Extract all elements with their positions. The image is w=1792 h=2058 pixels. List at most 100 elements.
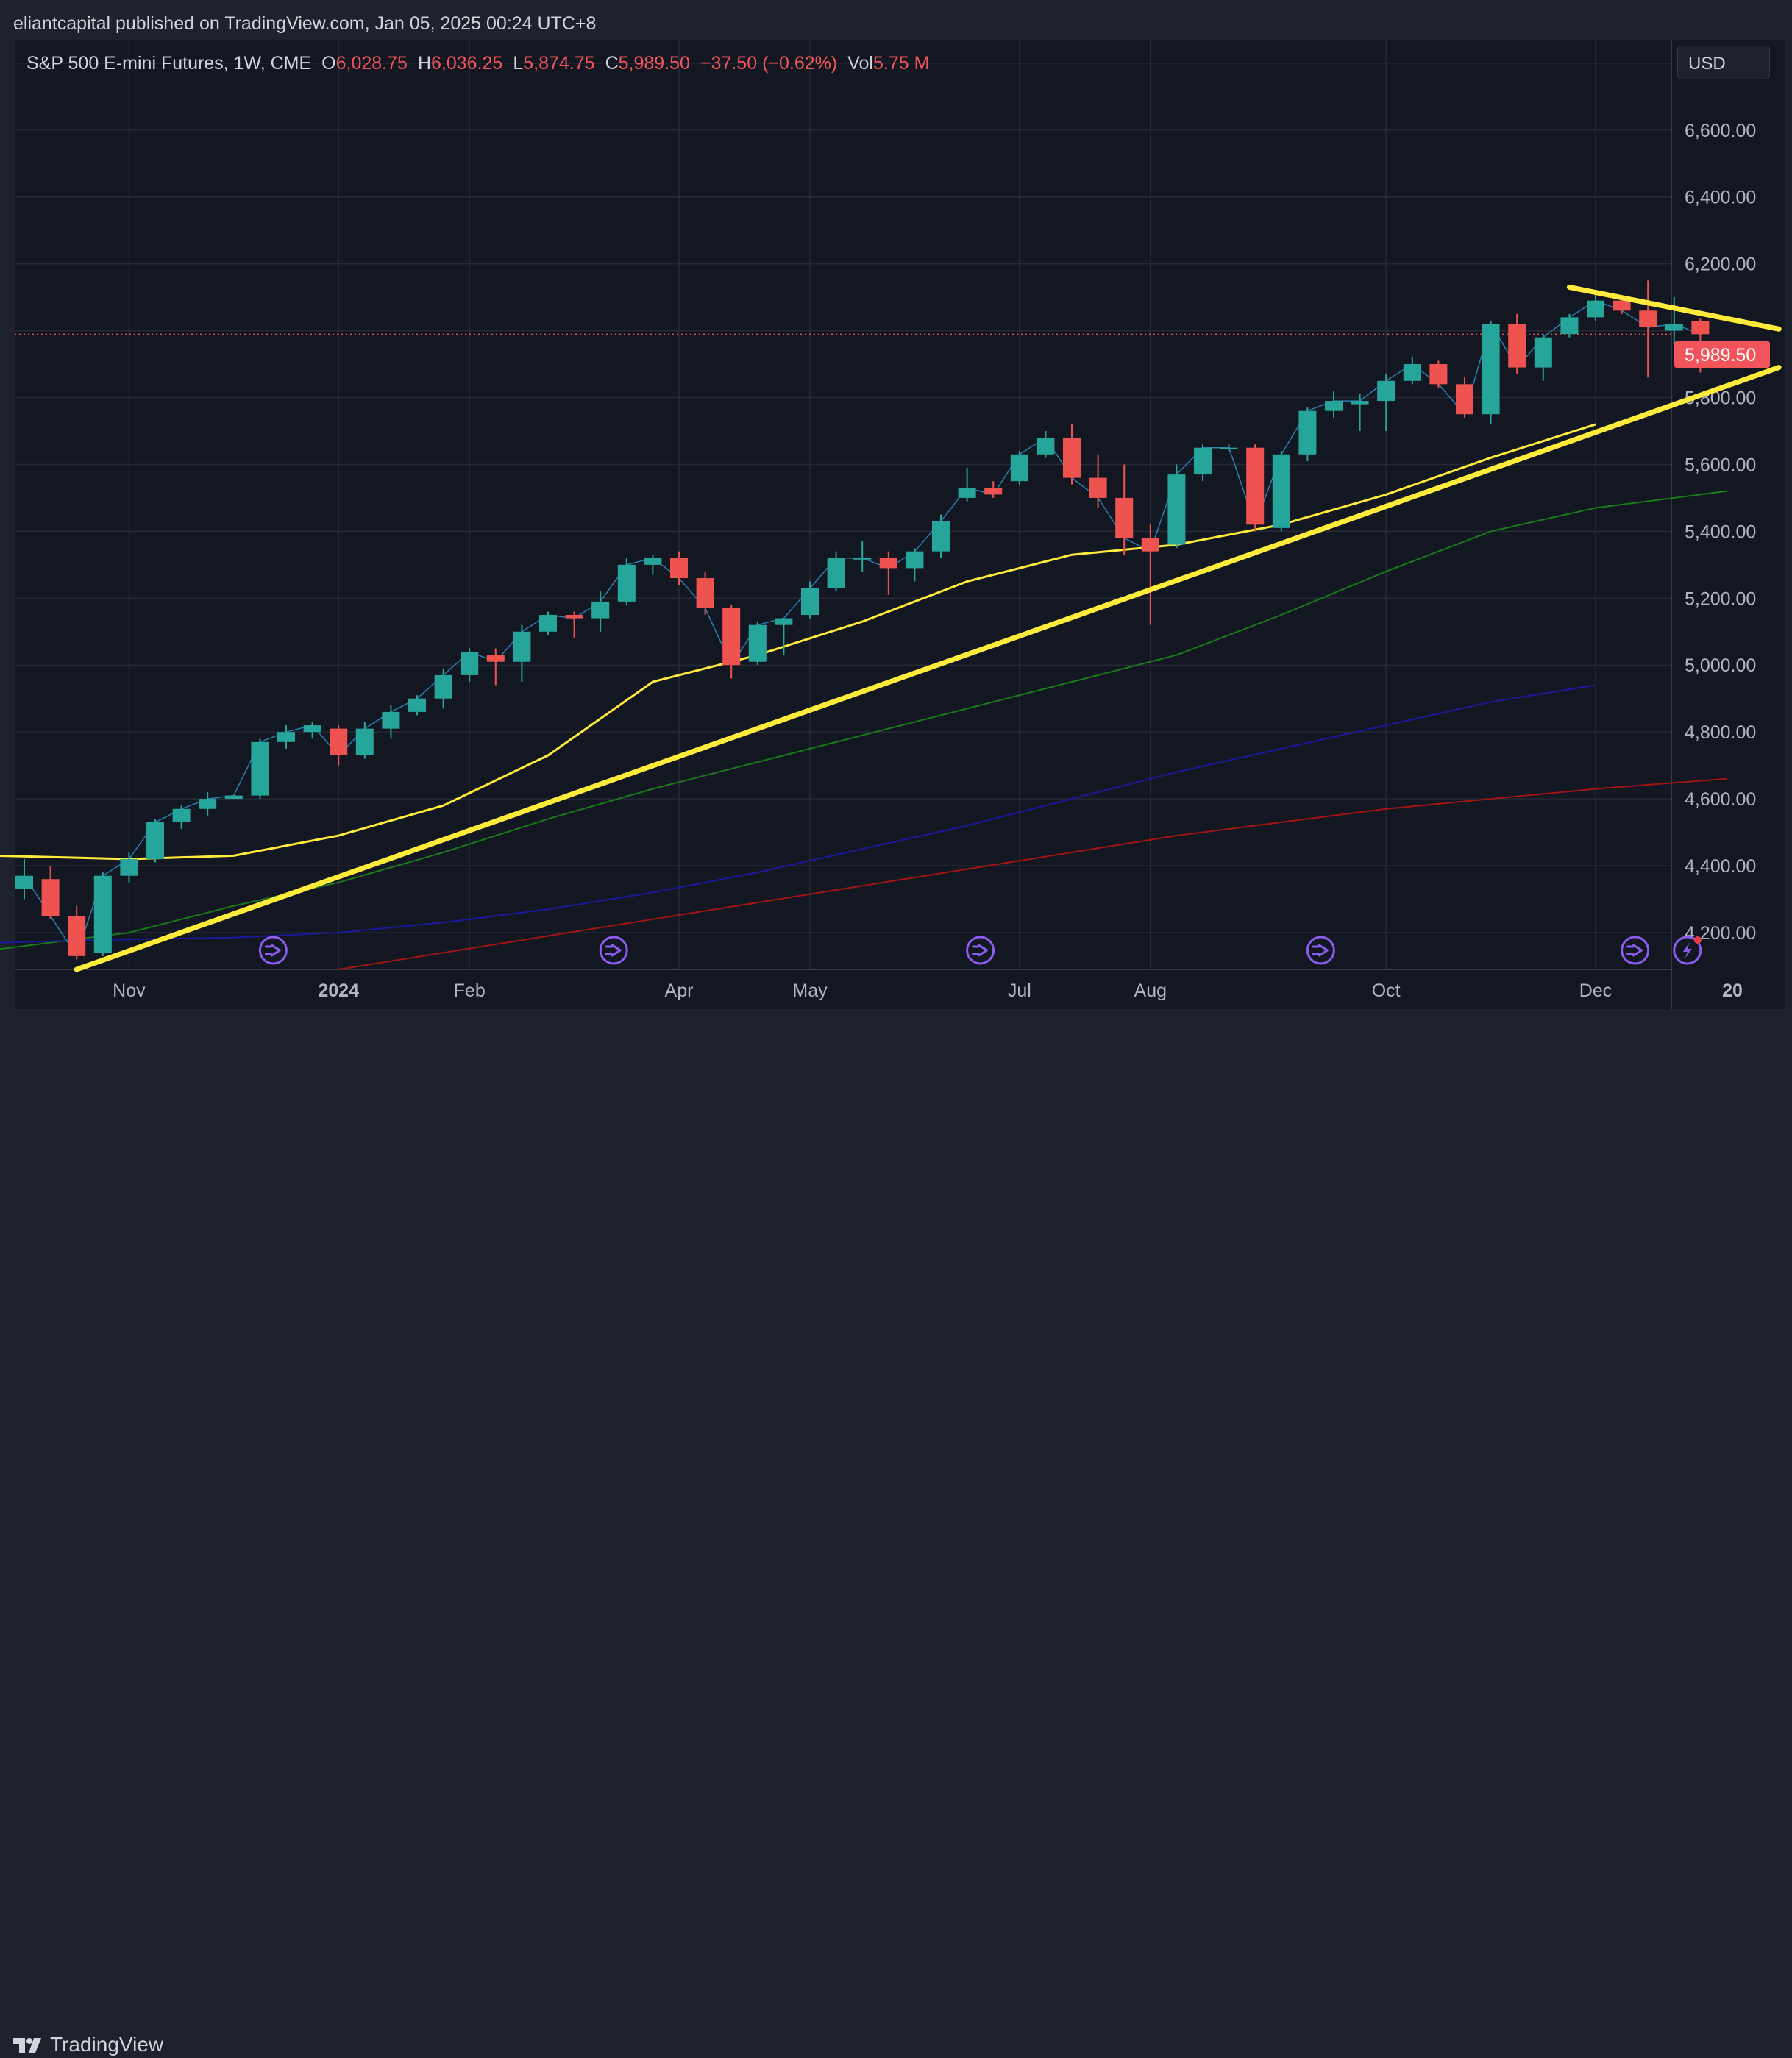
x-tick-label: Dec [1579,980,1612,1001]
candle-down [984,488,1003,495]
candle-up [1403,364,1421,381]
candle-up [748,624,767,662]
candle-up [1272,454,1290,528]
price-axis-area [1671,40,1785,1009]
candle-up [355,728,374,756]
candle-up [172,808,191,822]
y-tick-label: 5,600.00 [1685,455,1756,475]
trendline [1566,284,1782,332]
candle-up [15,875,33,889]
event-arrow-icon [1306,936,1335,965]
symbol-label: S&P 500 E-mini Futures, 1W, CME [26,53,312,74]
volume-value: 5.75 M [872,53,930,74]
candlestick-chart[interactable]: 4,200.004,400.004,600.004,800.005,000.00… [0,0,1792,1062]
x-tick-label: Apr [665,980,694,1001]
candle-down [68,916,86,956]
tradingview-brand: TradingView [50,2033,164,2056]
arrow-glyph [1626,944,1643,957]
ohlc-legend: S&P 500 E-mini Futures, 1W, CME O 6,028.… [26,53,929,74]
candle-up [801,588,819,616]
candle-up [775,618,793,625]
candle-up [1534,337,1552,368]
candle-up [382,711,400,729]
high-value: 6,036.25 [431,53,503,74]
event-arrow-icon [258,936,288,965]
notification-dot [1693,936,1702,944]
candle-up [461,652,479,675]
time-axis-area [15,969,1671,1009]
candle-down [696,578,714,608]
candle-down [1508,324,1526,368]
flash-glyph [1682,942,1692,958]
moving-average-line [0,684,1596,944]
arrow-glyph [1312,944,1329,957]
candle-down [1141,538,1159,552]
low-value: 5,874.75 [523,53,595,74]
y-tick-label: 5,000.00 [1685,655,1756,676]
y-tick-label: 5,200.00 [1685,588,1756,609]
published-info: eliantcapital published on TradingView.c… [13,13,597,34]
candle-down [1691,321,1710,335]
candle-down [1613,300,1631,311]
candle-down [1456,384,1473,415]
candle-up [853,558,872,560]
candle-up [1377,380,1395,402]
x-tick-label: Feb [454,980,486,1001]
close-label: C [605,53,619,74]
currency-button[interactable]: USD [1677,46,1770,79]
footer-bar: TradingView [0,1009,1792,2056]
arrow-glyph [605,944,622,957]
flash-event-icon [1673,936,1702,965]
event-arrow-icon [599,936,628,965]
candle-up [1037,438,1055,455]
y-tick-label: 4,800.00 [1685,722,1756,743]
candle-up [906,551,924,569]
y-tick-label: 6,600.00 [1685,121,1756,141]
candle-up [434,674,452,699]
candle-up [1482,324,1500,415]
arrow-glyph [264,944,281,957]
x-tick-label: Aug [1134,980,1167,1001]
candle-down [565,615,583,619]
candle-up [93,875,112,953]
candle-up [1298,410,1317,455]
candle-up [303,725,321,733]
candle-up [958,488,976,498]
candle-up [1587,300,1604,318]
candle-up [1325,401,1343,411]
event-arrow-icon [1621,936,1650,965]
moving-average-line [338,777,1727,970]
candle-up [199,799,217,809]
candle-up [1220,447,1238,449]
last-price-tag: 5,989.50 [1674,341,1770,368]
candle-up [617,564,636,602]
volume-label: Vol [847,53,873,74]
candle-down [486,655,505,662]
candle-down [41,879,60,916]
candle-down [1429,364,1448,385]
candle-up [224,795,243,800]
candle-down [1115,497,1134,538]
candle-up [408,698,426,712]
candle-up [513,631,531,662]
arrow-glyph [972,944,989,957]
close-value: 5,989.50 [618,53,690,74]
candle-up [539,615,557,632]
candle-down [1089,477,1107,498]
change-value: −37.50 (−0.62%) [700,53,838,74]
candle-up [120,858,138,876]
high-label: H [417,53,432,74]
x-tick-label: Jul [1008,980,1031,1001]
tradingview-logo[interactable]: TradingView [13,2033,163,2057]
candle-up [1194,447,1212,475]
candle-down [1639,310,1657,328]
x-tick-label: Nov [113,980,146,1001]
candle-down [722,608,741,666]
candle-down [1246,447,1265,525]
candle-down [670,558,688,579]
x-tick-label: 2024 [318,980,359,1001]
plot-area [15,40,1671,969]
trendline [74,365,1782,972]
open-value: 6,028.75 [335,53,408,74]
x-tick-label: Oct [1372,980,1401,1001]
